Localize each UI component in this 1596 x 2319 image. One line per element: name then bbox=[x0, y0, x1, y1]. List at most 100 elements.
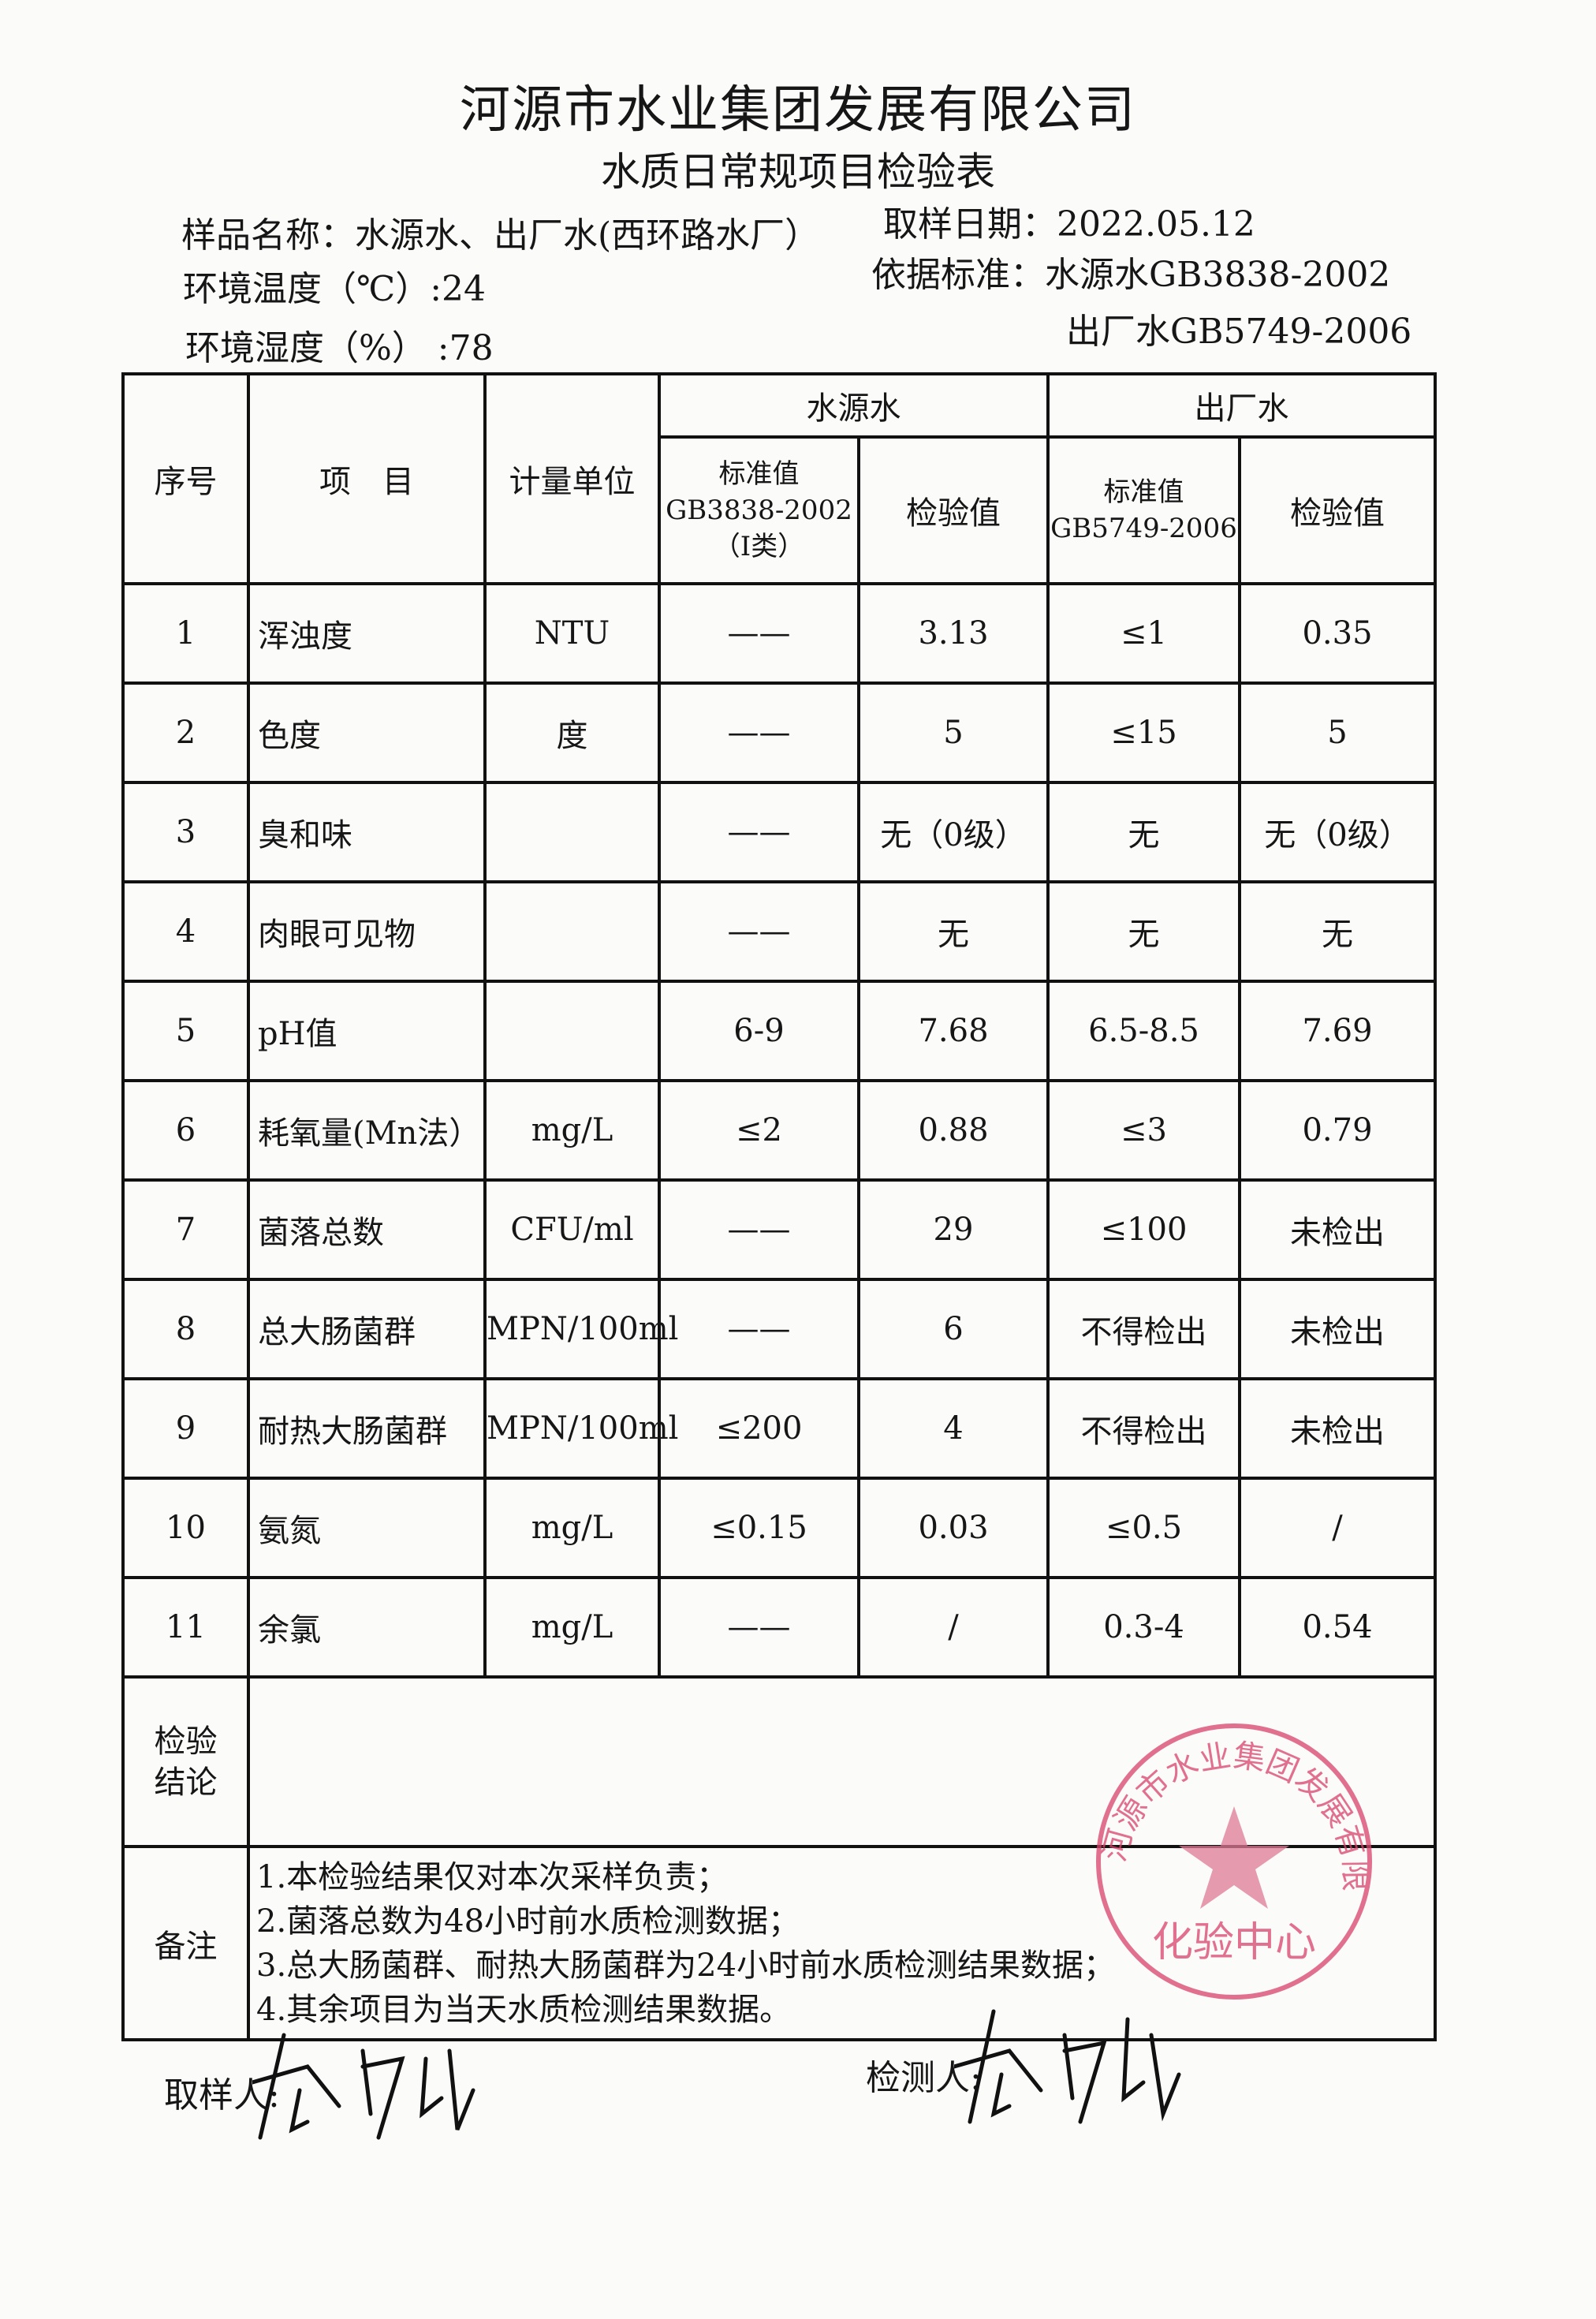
cell-unit: NTU bbox=[483, 582, 661, 685]
note-item: 3.总大肠菌群、耐热大肠菌群为24小时前水质检测结果数据； bbox=[256, 1947, 1116, 1984]
cell-src-val: 5 bbox=[857, 682, 1050, 784]
cell-src-val: 4 bbox=[857, 1377, 1050, 1480]
cell-src-val: 0.03 bbox=[857, 1477, 1050, 1579]
cell-out-val: 0.79 bbox=[1238, 1079, 1437, 1182]
temperature: 环境温度（℃）:24 bbox=[183, 269, 487, 309]
cell-out-val: 0.35 bbox=[1238, 582, 1437, 685]
table-row: 10 氨氮 mg/L ≤0.15 0.03 ≤0.5/ bbox=[121, 1477, 1437, 1579]
cell-no: 5 bbox=[121, 980, 250, 1082]
form-title: 水质日常规项目检验表 bbox=[601, 149, 995, 195]
sampler-signature bbox=[252, 2033, 475, 2140]
cell-out-std: ≤1 bbox=[1046, 582, 1241, 685]
cell-out-std: 0.3-4 bbox=[1046, 1576, 1241, 1679]
cell-no: 10 bbox=[121, 1477, 250, 1579]
cell-item: 肉眼可见物 bbox=[247, 880, 487, 983]
cell-no: 3 bbox=[121, 781, 250, 883]
cell-src-val: 0.88 bbox=[857, 1079, 1050, 1182]
cell-out-std: 不得检出 bbox=[1046, 1278, 1241, 1380]
cell-no: 1 bbox=[121, 582, 250, 685]
cell-no: 7 bbox=[121, 1178, 250, 1281]
cell-no: 9 bbox=[121, 1377, 250, 1480]
cell-src-std: 6-9 bbox=[658, 980, 860, 1082]
header-source-value: 检验值 bbox=[857, 435, 1050, 585]
cell-src-std: ≤2 bbox=[658, 1079, 860, 1182]
note-item: 1.本检验结果仅对本次采样负责； bbox=[256, 1858, 729, 1895]
cell-out-val: 未检出 bbox=[1238, 1278, 1437, 1380]
table-row: 8 总大肠菌群 MPN/100ml —— 6 不得检出 未检出 bbox=[121, 1278, 1437, 1380]
standard-outlet: 出厂水GB5749-2006 bbox=[1066, 312, 1412, 352]
cell-unit: CFU/ml bbox=[483, 1178, 661, 1281]
seal-center-text: 化验中心 bbox=[1152, 1919, 1316, 1966]
cell-out-val: 7.69 bbox=[1238, 980, 1437, 1082]
cell-src-std: —— bbox=[658, 1278, 860, 1380]
cell-item: 浑浊度 bbox=[247, 582, 487, 685]
cell-unit bbox=[483, 781, 661, 883]
cell-item: 耗氧量(Mn法） bbox=[247, 1079, 487, 1182]
cell-src-val: 29 bbox=[857, 1178, 1050, 1281]
company-name: 河源市水业集团发展有限公司 bbox=[460, 81, 1136, 140]
cell-out-val: / bbox=[1238, 1477, 1437, 1579]
inspection-table: 序号 项 目 计量单位 水源水 出厂水 标准值 GB3838-2002 （Ⅰ类）… bbox=[121, 372, 1437, 2041]
cell-out-val: 无（0级） bbox=[1238, 781, 1437, 883]
header-outlet-standard: 标准值 GB5749-2006 bbox=[1046, 435, 1241, 585]
header-no: 序号 bbox=[121, 372, 250, 585]
cell-unit: mg/L bbox=[483, 1079, 661, 1182]
cell-unit: 度 bbox=[483, 682, 661, 784]
cell-src-std: —— bbox=[658, 682, 860, 784]
cell-item: 余氯 bbox=[247, 1576, 487, 1679]
cell-out-std: 无 bbox=[1046, 880, 1241, 983]
sample-name: 样品名称：水源水、出厂水(西环路水厂） bbox=[181, 215, 820, 256]
header-item: 项 目 bbox=[247, 372, 487, 585]
table-row: 4 肉眼可见物 —— 无无无 bbox=[121, 880, 1437, 983]
cell-out-val: 0.54 bbox=[1238, 1576, 1437, 1679]
table-row: 6 耗氧量(Mn法） mg/L ≤2 0.88 ≤3 0.79 bbox=[121, 1079, 1437, 1182]
cell-src-std: —— bbox=[658, 880, 860, 983]
sample-date: 取样日期：2022.05.12 bbox=[883, 204, 1255, 245]
standard-source: 依据标准：水源水GB3838-2002 bbox=[871, 255, 1391, 295]
cell-out-std: 无 bbox=[1046, 781, 1241, 883]
table-row: 9 耐热大肠菌群 MPN/100ml ≤200 4 不得检出 未检出 bbox=[121, 1377, 1437, 1480]
cell-item: pH值 bbox=[247, 980, 487, 1082]
cell-unit bbox=[483, 980, 661, 1082]
cell-src-val: / bbox=[857, 1576, 1050, 1679]
cell-src-val: 无 bbox=[857, 880, 1050, 983]
table-row: 5 pH值 6-9 7.68 6.5-8.5 7.69 bbox=[121, 980, 1437, 1082]
cell-no: 2 bbox=[121, 682, 250, 784]
cell-src-std: —— bbox=[658, 1178, 860, 1281]
cell-unit bbox=[483, 880, 661, 983]
cell-item: 臭和味 bbox=[247, 781, 487, 883]
cell-no: 11 bbox=[121, 1576, 250, 1679]
cell-unit: MPN/100ml bbox=[483, 1278, 678, 1380]
cell-item: 色度 bbox=[247, 682, 487, 784]
cell-out-val: 无 bbox=[1238, 880, 1437, 983]
cell-out-val: 5 bbox=[1238, 682, 1437, 784]
notes-label: 备注 bbox=[121, 1845, 250, 2041]
header-unit: 计量单位 bbox=[483, 372, 661, 585]
cell-no: 8 bbox=[121, 1278, 250, 1380]
cell-out-std: ≤15 bbox=[1046, 682, 1241, 784]
cell-out-val: 未检出 bbox=[1238, 1377, 1437, 1480]
cell-item: 氨氮 bbox=[247, 1477, 487, 1579]
table-row: 7 菌落总数 CFU/ml —— 29 ≤100 未检出 bbox=[121, 1178, 1437, 1281]
cell-unit: MPN/100ml bbox=[483, 1377, 678, 1480]
cell-out-std: ≤0.5 bbox=[1046, 1477, 1241, 1579]
cell-src-val: 6 bbox=[857, 1278, 1050, 1380]
cell-src-std: —— bbox=[658, 1576, 860, 1679]
cell-item: 菌落总数 bbox=[247, 1178, 487, 1281]
header-source-water: 水源水 bbox=[658, 372, 1050, 439]
note-item: 4.其余项目为当天水质检测结果数据。 bbox=[256, 1991, 792, 2028]
cell-out-std: ≤100 bbox=[1046, 1178, 1241, 1281]
cell-src-val: 3.13 bbox=[857, 582, 1050, 685]
cell-out-std: 6.5-8.5 bbox=[1046, 980, 1241, 1082]
table-row: 11 余氯 mg/L ——/0.3-4 0.54 bbox=[121, 1576, 1437, 1679]
cell-src-std: ≤0.15 bbox=[658, 1477, 860, 1579]
cell-src-val: 无（0级） bbox=[857, 781, 1050, 883]
cell-unit: mg/L bbox=[483, 1576, 661, 1679]
header-source-standard: 标准值 GB3838-2002 （Ⅰ类） bbox=[658, 435, 860, 585]
header-outlet-water: 出厂水 bbox=[1046, 372, 1437, 439]
cell-no: 6 bbox=[121, 1079, 250, 1182]
official-seal: 河源市水业集团发展有限公司 化验中心 bbox=[1092, 1720, 1373, 2000]
cell-no: 4 bbox=[121, 880, 250, 983]
cell-src-std: —— bbox=[658, 781, 860, 883]
tester-signature bbox=[954, 2009, 1181, 2124]
